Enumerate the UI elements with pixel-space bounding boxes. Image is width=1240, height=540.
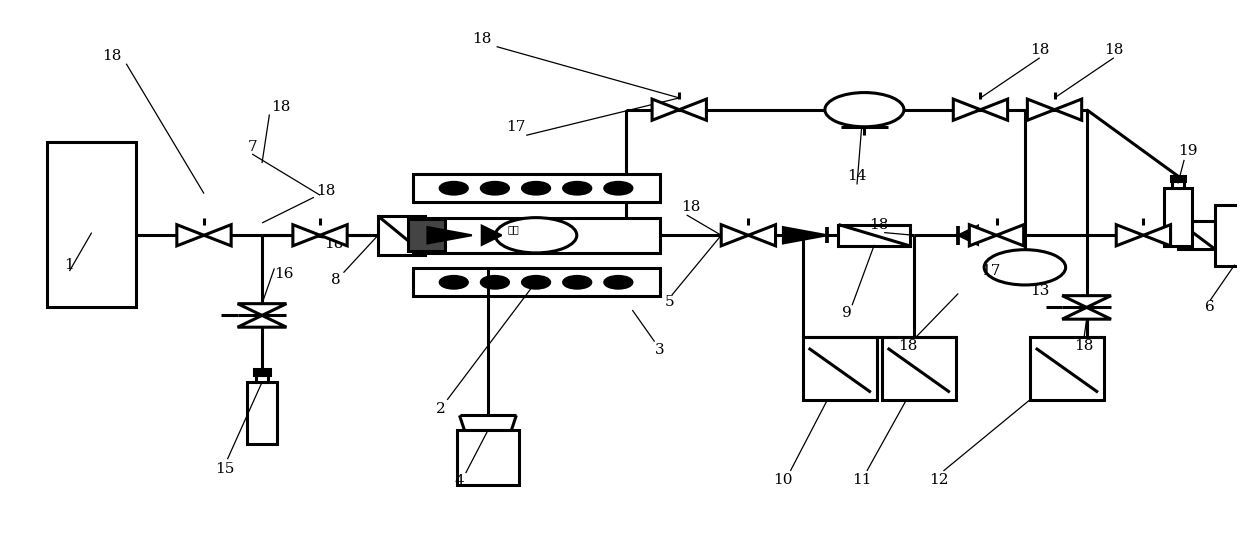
- Polygon shape: [1063, 307, 1111, 319]
- Polygon shape: [680, 99, 707, 120]
- Bar: [1178, 221, 1215, 249]
- Bar: [458, 430, 518, 485]
- Text: 6: 6: [1205, 300, 1215, 314]
- Circle shape: [481, 276, 508, 288]
- Bar: [255, 375, 269, 382]
- Text: 15: 15: [216, 462, 234, 476]
- Circle shape: [481, 183, 508, 194]
- Bar: [247, 382, 278, 444]
- Polygon shape: [205, 225, 231, 246]
- Text: 18: 18: [898, 339, 918, 353]
- Text: 16: 16: [274, 267, 294, 281]
- Polygon shape: [981, 99, 1008, 120]
- Text: 10: 10: [774, 472, 792, 487]
- Text: 18: 18: [681, 200, 701, 214]
- Polygon shape: [238, 315, 286, 327]
- Text: 8: 8: [331, 273, 341, 287]
- Bar: [47, 141, 136, 307]
- Bar: [1164, 188, 1192, 246]
- Circle shape: [605, 276, 632, 288]
- Text: 18: 18: [316, 184, 336, 198]
- Polygon shape: [1116, 225, 1143, 246]
- Bar: [882, 337, 956, 400]
- Circle shape: [825, 92, 904, 127]
- Bar: [802, 337, 877, 400]
- Bar: [1171, 176, 1185, 181]
- Circle shape: [605, 183, 632, 194]
- Text: 18: 18: [102, 49, 122, 63]
- Polygon shape: [293, 225, 320, 246]
- Bar: [408, 219, 445, 251]
- Polygon shape: [749, 225, 775, 246]
- Polygon shape: [482, 226, 501, 245]
- Text: 2: 2: [436, 402, 446, 416]
- Circle shape: [522, 276, 549, 288]
- Bar: [413, 174, 660, 202]
- Text: 17: 17: [981, 264, 999, 278]
- Polygon shape: [782, 227, 827, 244]
- Text: 1: 1: [64, 258, 74, 272]
- Text: 18: 18: [324, 238, 343, 251]
- Text: 5: 5: [665, 295, 675, 309]
- Text: 13: 13: [1030, 285, 1049, 299]
- Bar: [413, 218, 660, 253]
- Polygon shape: [177, 225, 205, 246]
- Text: 9: 9: [842, 306, 852, 320]
- Text: 18: 18: [472, 32, 491, 46]
- Text: 样品: 样品: [508, 224, 520, 234]
- Circle shape: [985, 249, 1065, 285]
- Text: 18: 18: [1075, 339, 1094, 353]
- Polygon shape: [1028, 99, 1054, 120]
- Polygon shape: [238, 303, 286, 315]
- Text: 17: 17: [507, 120, 526, 134]
- Text: 18: 18: [270, 100, 290, 114]
- Polygon shape: [1143, 225, 1171, 246]
- Text: 12: 12: [929, 472, 949, 487]
- Polygon shape: [722, 225, 749, 246]
- Polygon shape: [970, 225, 997, 246]
- Text: 7: 7: [247, 140, 257, 154]
- Circle shape: [495, 218, 577, 253]
- Bar: [378, 216, 425, 254]
- Text: 18: 18: [869, 218, 889, 232]
- Bar: [1172, 181, 1184, 188]
- Text: 11: 11: [852, 472, 872, 487]
- Circle shape: [522, 183, 549, 194]
- Circle shape: [564, 183, 590, 194]
- Polygon shape: [959, 226, 978, 245]
- Polygon shape: [954, 99, 981, 120]
- Text: 18: 18: [1030, 43, 1049, 57]
- Text: 14: 14: [847, 170, 867, 184]
- Text: 4: 4: [455, 474, 465, 488]
- Bar: [1215, 205, 1240, 266]
- Polygon shape: [1054, 99, 1081, 120]
- Bar: [1030, 337, 1104, 400]
- Bar: [413, 268, 660, 296]
- Polygon shape: [1063, 296, 1111, 307]
- Polygon shape: [997, 225, 1024, 246]
- Bar: [253, 369, 270, 375]
- Circle shape: [440, 183, 467, 194]
- Bar: [838, 225, 910, 246]
- Circle shape: [440, 276, 467, 288]
- Text: 19: 19: [1178, 144, 1198, 158]
- Polygon shape: [428, 227, 472, 244]
- Polygon shape: [652, 99, 680, 120]
- Text: 18: 18: [1104, 43, 1123, 57]
- Polygon shape: [320, 225, 347, 246]
- Circle shape: [564, 276, 590, 288]
- Text: 3: 3: [655, 343, 665, 357]
